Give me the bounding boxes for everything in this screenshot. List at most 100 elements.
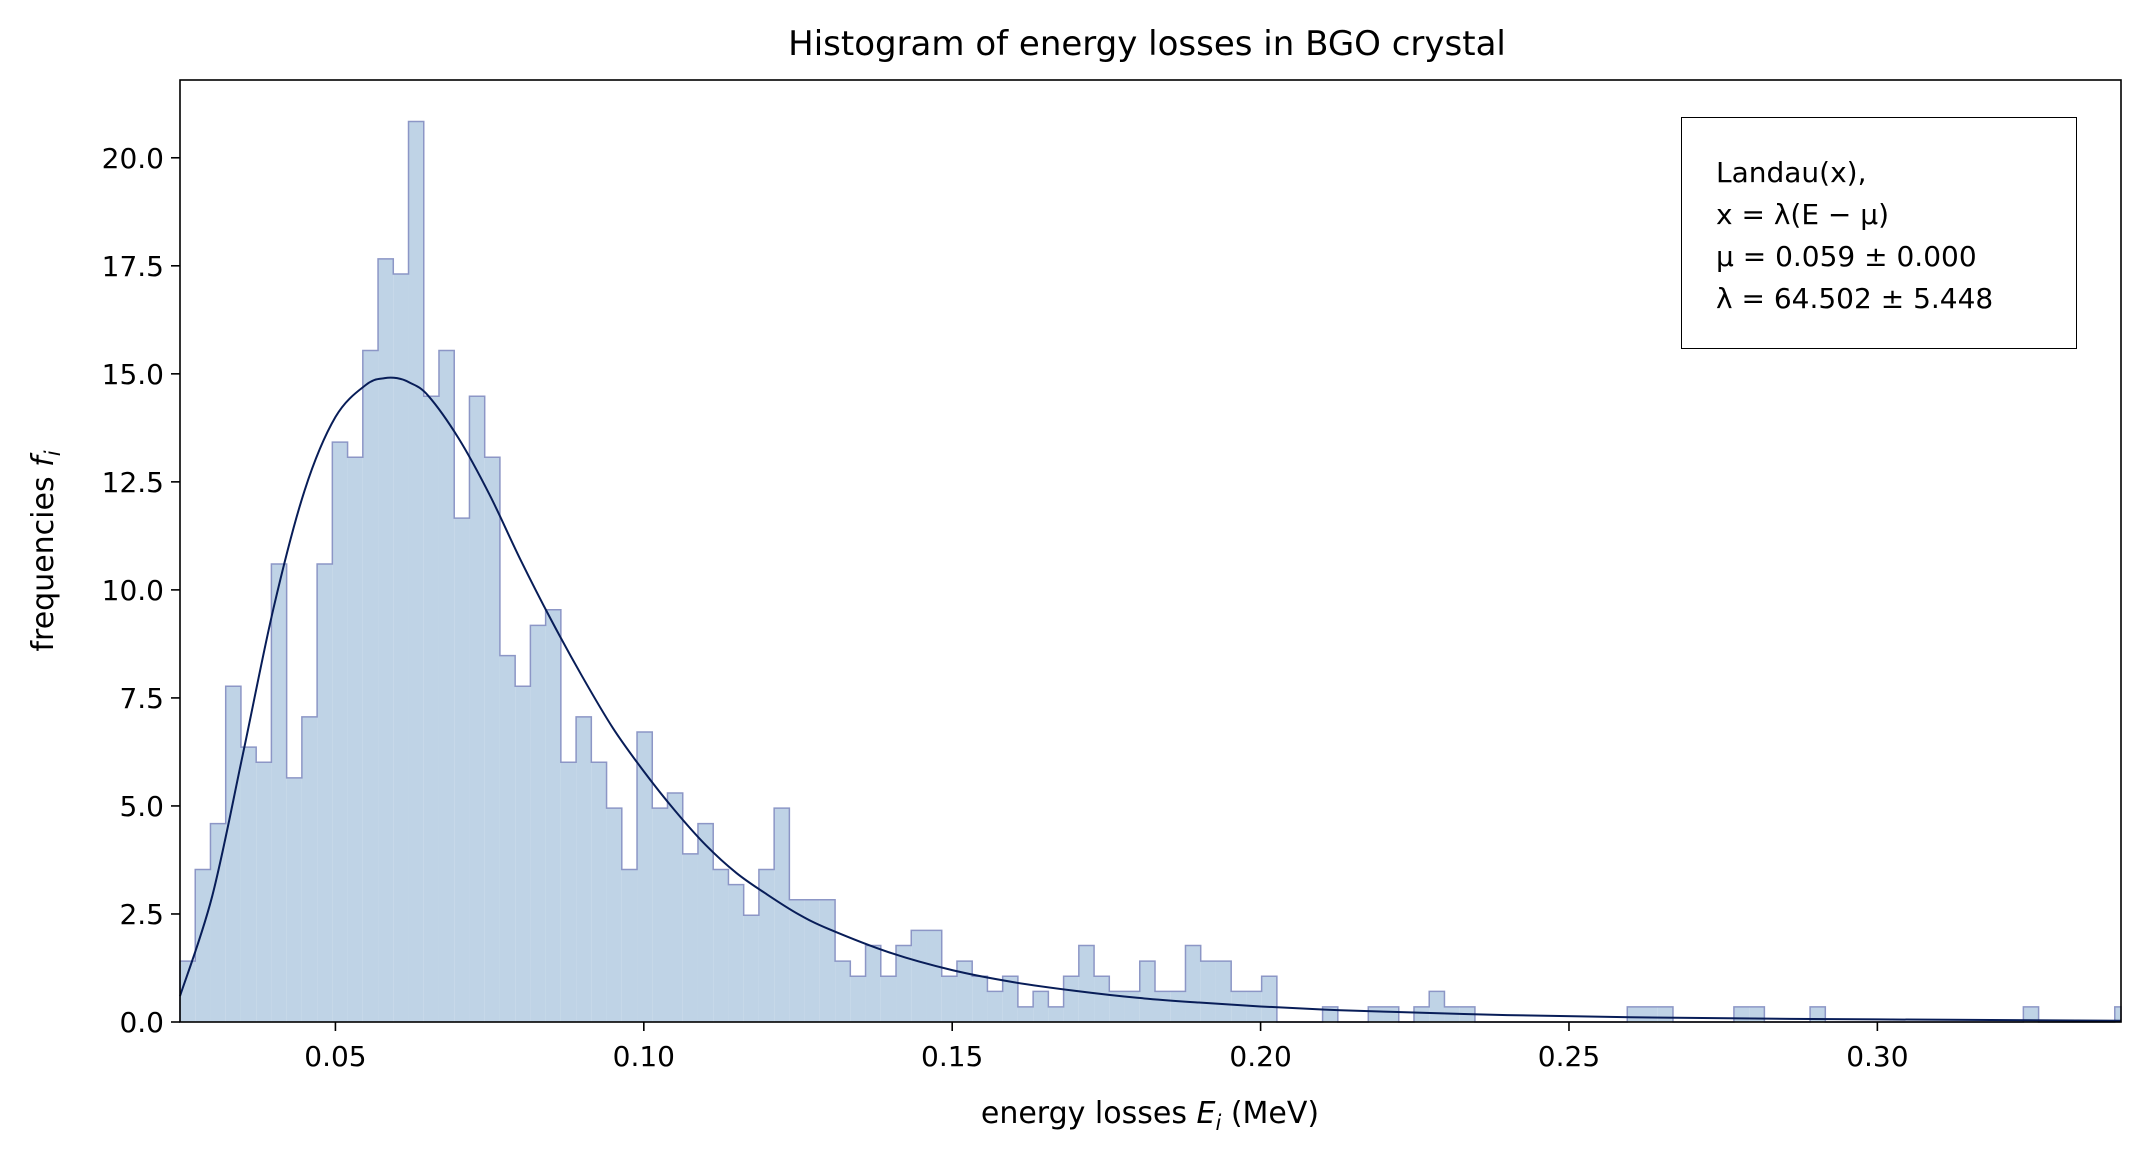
- x-axis-ticks: 0.05 0.10 0.15 0.20 0.25 0.30: [304, 1022, 1909, 1073]
- histogram-bar: [362, 350, 379, 1022]
- histogram-bar: [697, 823, 714, 1022]
- x-axis-label-post: (MeV): [1221, 1096, 1319, 1131]
- histogram-bar: [1109, 991, 1125, 1022]
- y-tick-label: 5.0: [119, 790, 164, 823]
- histogram-bar: [1215, 961, 1232, 1022]
- histogram-bar: [256, 762, 272, 1022]
- histogram-bar: [865, 945, 881, 1022]
- histogram-bar: [896, 945, 912, 1022]
- histogram-bar: [850, 976, 866, 1022]
- y-tick-label: 12.5: [102, 466, 164, 499]
- histogram-bar: [301, 716, 318, 1022]
- histogram-bar: [286, 777, 302, 1022]
- histogram-bar: [1429, 991, 1445, 1022]
- x-tick-label: 0.25: [1538, 1040, 1600, 1073]
- histogram-bar: [637, 732, 653, 1022]
- histogram-bar: [378, 258, 394, 1023]
- y-axis-label: frequencies fi: [26, 450, 65, 651]
- y-tick-label: 0.0: [119, 1006, 164, 1039]
- histogram-bar: [1627, 1006, 1643, 1022]
- y-tick-label: 10.0: [102, 574, 164, 607]
- histogram-bar: [195, 869, 211, 1022]
- legend-box: Landau(x), x = λ(E − μ) μ = 0.059 ± 0.00…: [1681, 117, 2077, 349]
- x-axis-label-var: E: [1197, 1096, 1216, 1131]
- histogram-bar: [926, 930, 942, 1022]
- histogram-bar: [225, 686, 241, 1022]
- y-tick-label: 7.5: [119, 682, 164, 715]
- histogram-bar: [1733, 1006, 1750, 1022]
- y-axis-label-sub: i: [41, 450, 65, 456]
- histogram-bar: [1033, 991, 1049, 1022]
- histogram-bar: [728, 884, 744, 1022]
- histogram-bar: [1413, 1006, 1430, 1022]
- histogram-bar: [713, 869, 729, 1022]
- legend-line-function: Landau(x),: [1716, 156, 1867, 189]
- histogram-bar: [789, 899, 805, 1022]
- histogram-bar: [423, 396, 439, 1023]
- x-tick-label: 0.30: [1846, 1040, 1908, 1073]
- y-tick-label: 17.5: [102, 250, 164, 283]
- histogram-bar: [180, 961, 196, 1022]
- histogram-bar: [469, 396, 485, 1023]
- histogram-bar: [1170, 991, 1186, 1022]
- histogram-bar: [332, 442, 348, 1022]
- histogram-bar: [576, 716, 592, 1022]
- x-tick-label: 0.15: [921, 1040, 983, 1073]
- histogram-bar: [1017, 1006, 1034, 1022]
- histogram-bar: [652, 808, 668, 1022]
- histogram-bar: [1749, 1006, 1765, 1022]
- histogram-bar: [240, 747, 257, 1022]
- histogram-bar: [667, 792, 683, 1022]
- histogram-bar: [621, 869, 638, 1022]
- histogram-bar: [1261, 976, 1277, 1022]
- histogram-bar: [499, 655, 516, 1022]
- x-axis-label: energy losses Ei (MeV): [981, 1096, 1319, 1135]
- histogram-bar: [591, 762, 607, 1022]
- histogram-bar: [210, 823, 226, 1022]
- x-tick-label: 0.10: [613, 1040, 675, 1073]
- histogram-bar: [956, 961, 973, 1022]
- histogram-bar: [347, 457, 363, 1022]
- histogram-bar: [819, 899, 836, 1022]
- axes-frame: [179, 79, 2122, 1023]
- histogram-bar: [1657, 1006, 1673, 1022]
- histogram-bar: [1185, 945, 1201, 1022]
- histogram-bar: [454, 518, 470, 1022]
- histogram-bar: [1048, 1006, 1064, 1022]
- histogram-bar: [408, 121, 424, 1023]
- landau-fit-curve: [179, 376, 2122, 1022]
- y-tick-label: 20.0: [102, 142, 164, 175]
- x-tick-label: 0.20: [1229, 1040, 1291, 1073]
- x-tick-label: 0.05: [304, 1040, 366, 1073]
- histogram-bar: [545, 609, 561, 1022]
- histogram-bar: [2114, 1006, 2121, 1022]
- histogram-bar: [1155, 991, 1171, 1022]
- histogram-bar: [1002, 976, 1018, 1022]
- y-tick-label: 2.5: [119, 898, 164, 931]
- histogram-bar: [774, 808, 790, 1022]
- histogram-bar: [1078, 945, 1095, 1022]
- histogram-bar: [880, 976, 897, 1022]
- y-axis-ticks: 0.0 2.5 5.0 7.5 10.0 12.5 15.0 17.5 20.0: [102, 142, 180, 1039]
- histogram-bar: [911, 930, 927, 1022]
- histogram-bar: [515, 686, 531, 1022]
- x-axis-label-sub: i: [1215, 1111, 1221, 1135]
- histogram-bar: [743, 915, 759, 1022]
- legend-line-lambda: λ = 64.502 ± 5.448: [1716, 282, 1994, 315]
- histogram-bar: [1139, 961, 1156, 1022]
- y-axis-label-pre: frequencies: [26, 467, 61, 652]
- histogram-bar: [484, 457, 500, 1022]
- chart-title: Histogram of energy losses in BGO crysta…: [788, 24, 1506, 64]
- y-tick-label: 15.0: [102, 358, 164, 391]
- histogram-bar: [1124, 991, 1140, 1022]
- histogram-bar: [1231, 991, 1247, 1022]
- histogram-bar: [758, 869, 775, 1022]
- histogram-bar: [1642, 1006, 1658, 1022]
- histogram-bar: [606, 808, 622, 1022]
- histogram-bar: [271, 563, 287, 1022]
- histogram-bar: [987, 991, 1003, 1022]
- histogram-bar: [804, 899, 820, 1022]
- histogram-bar: [941, 976, 957, 1022]
- histogram-bar: [2023, 1006, 2039, 1022]
